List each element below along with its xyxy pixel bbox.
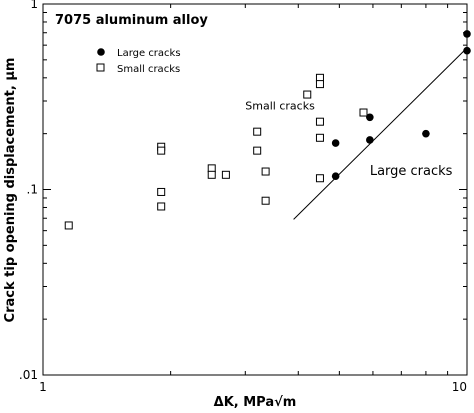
small-crack-point bbox=[207, 170, 216, 179]
large-crack-point bbox=[366, 136, 374, 144]
fit-line-layer bbox=[293, 47, 468, 220]
y-tick-label: .01 bbox=[19, 368, 38, 382]
legend-label-small-cracks: Small cracks bbox=[117, 64, 180, 75]
annotation-large-cracks: Large cracks bbox=[370, 164, 453, 179]
small-crack-point bbox=[315, 80, 324, 89]
small-crack-point bbox=[261, 196, 270, 205]
legend-marker-large-cracks bbox=[97, 48, 105, 56]
small-crack-point bbox=[157, 187, 166, 196]
x-tick-label: 10 bbox=[452, 380, 467, 394]
small-crack-point bbox=[315, 133, 324, 142]
axis-ticks bbox=[42, 3, 468, 376]
axis-tick-labels: .01 .1 1 1 10 bbox=[19, 0, 467, 394]
data-points-layer bbox=[64, 30, 471, 230]
small-crack-point bbox=[157, 202, 166, 211]
y-tick-label: 1 bbox=[30, 0, 38, 11]
small-crack-point bbox=[221, 170, 230, 179]
y-axis-title: Crack tip opening displacement, μm bbox=[3, 58, 18, 323]
large-cracks-fit-line bbox=[293, 47, 468, 220]
small-crack-point bbox=[157, 146, 166, 155]
x-tick-label: 1 bbox=[39, 380, 47, 394]
large-crack-point bbox=[366, 113, 374, 122]
large-crack-point bbox=[463, 30, 471, 38]
small-crack-point bbox=[359, 108, 368, 117]
small-crack-point bbox=[315, 117, 324, 126]
annotation-small-cracks: Small cracks bbox=[245, 99, 315, 112]
small-crack-point bbox=[253, 127, 262, 136]
large-crack-point bbox=[331, 139, 340, 147]
plot-frame bbox=[42, 3, 468, 376]
small-crack-point bbox=[253, 146, 262, 155]
legend-marker-small-cracks bbox=[96, 63, 105, 72]
large-crack-point bbox=[331, 172, 340, 180]
legend: Large cracks Small cracks bbox=[96, 48, 181, 75]
small-crack-point bbox=[261, 167, 270, 176]
legend-label-large-cracks: Large cracks bbox=[117, 48, 181, 59]
small-crack-point bbox=[64, 221, 73, 230]
x-axis-title: ΔK, MPa√m bbox=[214, 395, 297, 410]
y-tick-label: .1 bbox=[27, 183, 38, 197]
small-crack-point bbox=[303, 90, 312, 99]
chart-title: 7075 aluminum alloy bbox=[55, 13, 208, 28]
large-crack-point bbox=[463, 46, 471, 55]
small-crack-point bbox=[315, 174, 324, 183]
large-crack-point bbox=[422, 129, 430, 138]
